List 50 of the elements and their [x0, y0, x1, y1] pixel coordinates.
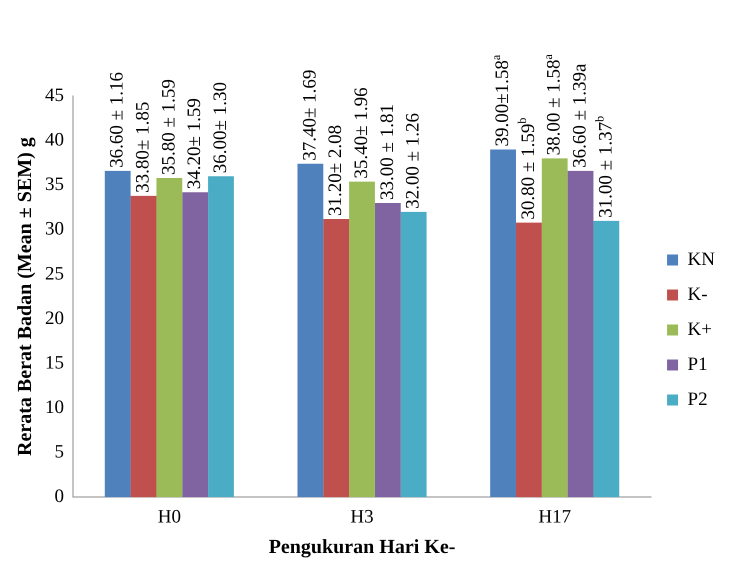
data-label: 31.00 ± 1.37b: [592, 116, 616, 218]
y-tick-label: 0: [54, 486, 64, 508]
y-axis-title: Rerata Berat Badan (Mean ± SEM) g: [14, 137, 36, 456]
bar: [593, 220, 620, 498]
bar: [490, 149, 516, 498]
bar: [297, 164, 324, 498]
data-label: 33.80± 1.85: [132, 102, 154, 193]
legend-label: P1: [688, 354, 708, 375]
x-axis-title: Pengukuran Hari Ke-: [268, 536, 456, 558]
bar: [208, 176, 234, 498]
bar: [130, 196, 156, 498]
bar: [156, 178, 182, 498]
data-label: 36.00± 1.30: [210, 82, 231, 174]
data-label: 39.00±1.58a: [489, 54, 514, 146]
x-tick-label: H17: [538, 506, 572, 528]
legend-label: K-: [688, 284, 708, 305]
bar: [542, 158, 568, 498]
data-label: 38.00 ± 1.58a: [540, 53, 565, 156]
data-label: 36.60 ± 1.39a: [570, 62, 591, 168]
y-tick-label: 25: [45, 263, 64, 284]
bar: [349, 182, 375, 498]
legend-label: K+: [688, 318, 712, 340]
y-tick-label: 35: [45, 174, 64, 196]
bar: [568, 170, 594, 498]
data-label: 32.00 ± 1.26: [402, 112, 424, 209]
data-label: 35.80 ± 1.59: [158, 79, 180, 176]
x-tick-label: H3: [350, 506, 374, 528]
data-label: 35.40± 1.96: [351, 87, 372, 179]
y-tick-label: 30: [45, 218, 64, 240]
bar: [374, 202, 401, 498]
y-tick-label: 15: [45, 352, 64, 374]
y-tick-label: 5: [54, 442, 64, 463]
bar: [400, 212, 427, 498]
bar: [516, 222, 542, 498]
data-label: 37.40± 1.69: [299, 70, 320, 161]
legend-label: KN: [688, 248, 716, 270]
data-label: 33.00 ± 1.81: [376, 104, 398, 200]
data-label: 31.20± 2.08: [325, 124, 346, 216]
bar: [104, 170, 131, 498]
x-tick-label: H0: [158, 506, 181, 528]
data-label: 34.20± 1.59: [184, 98, 206, 190]
y-tick-label: 45: [45, 84, 64, 106]
bar: [323, 219, 350, 498]
y-tick-label: 20: [45, 308, 64, 329]
y-tick-label: 40: [45, 130, 64, 151]
data-label: 30.80 ± 1.59b: [515, 118, 539, 220]
legend-label: P2: [688, 388, 708, 410]
bar: [182, 192, 208, 498]
y-tick-label: 10: [45, 397, 64, 418]
data-label: 36.60 ± 1.16: [106, 72, 128, 168]
